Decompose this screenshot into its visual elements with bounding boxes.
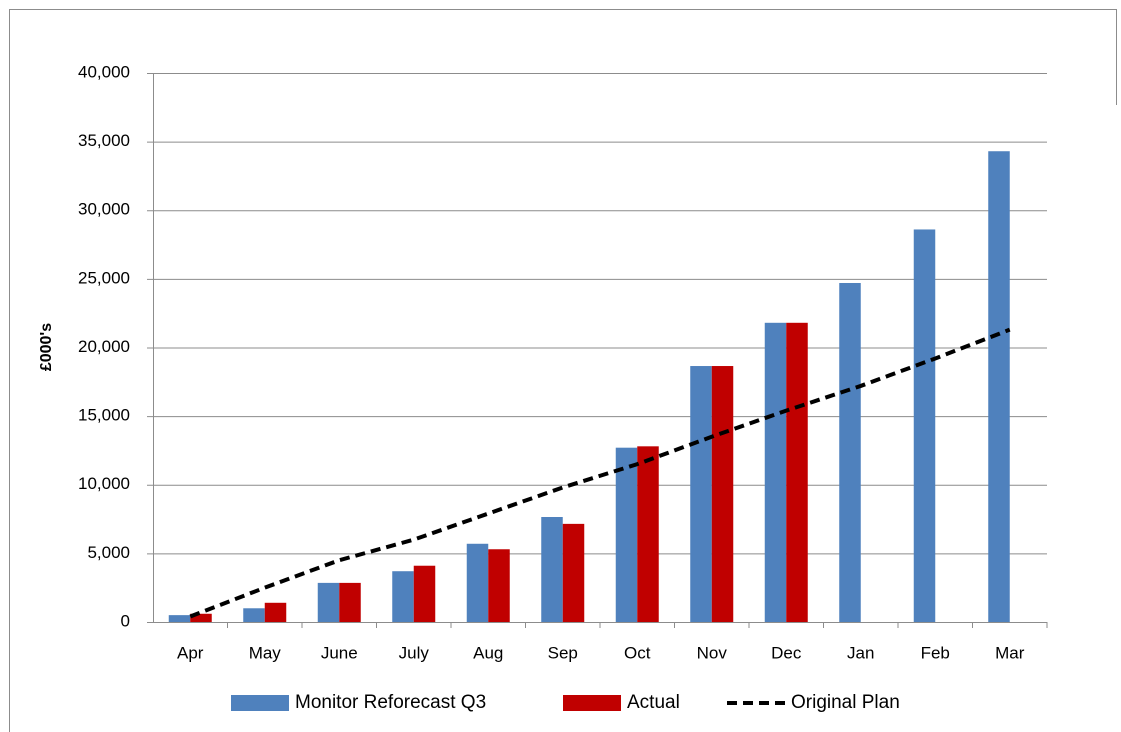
y-tick-label: 0	[121, 611, 130, 630]
y-tick-label: 25,000	[78, 268, 130, 287]
bar	[637, 446, 659, 622]
bar	[243, 608, 265, 622]
bar	[413, 565, 436, 622]
bar	[562, 523, 585, 622]
bar	[913, 229, 936, 622]
x-tick-label: Mar	[995, 643, 1025, 662]
bar	[190, 613, 212, 622]
bar	[764, 322, 787, 622]
bar	[488, 549, 510, 622]
y-tick-label: 5,000	[87, 543, 130, 562]
bar	[541, 517, 563, 622]
line	[189, 327, 1011, 619]
legend-label: Original Plan	[791, 692, 900, 713]
bar	[690, 366, 712, 622]
y-tick-label: 10,000	[78, 474, 130, 493]
bar	[615, 447, 638, 622]
x-tick-label: Apr	[177, 643, 204, 662]
x-tick-label: July	[399, 643, 430, 662]
x-tick-label: Feb	[921, 643, 950, 662]
x-tick-label: Dec	[771, 643, 802, 662]
bar	[839, 282, 861, 622]
bar	[317, 582, 340, 622]
bar	[264, 602, 287, 622]
y-tick-label: 40,000	[78, 62, 130, 81]
bar	[711, 366, 734, 622]
y-tick-label: 35,000	[78, 131, 130, 150]
x-tick-label: Sep	[548, 643, 578, 662]
bar	[339, 582, 361, 622]
y-tick-label: 30,000	[78, 200, 130, 219]
legend-label: Actual	[627, 692, 680, 713]
y-axis-label: £000's	[38, 323, 55, 371]
x-tick-label: Nov	[697, 643, 728, 662]
legend-swatch	[563, 695, 621, 711]
x-tick-label: Oct	[624, 643, 651, 662]
x-tick-label: May	[249, 643, 282, 662]
legend-label: Monitor Reforecast Q3	[295, 692, 486, 713]
y-tick-label: 20,000	[78, 337, 130, 356]
y-tick-label: 15,000	[78, 406, 130, 425]
x-tick-label: June	[321, 643, 358, 662]
bar	[168, 615, 191, 622]
x-tick-label: Aug	[473, 643, 503, 662]
bar	[392, 571, 414, 622]
bar	[466, 543, 489, 622]
bar	[988, 151, 1010, 623]
frame	[9, 9, 1117, 732]
bar	[786, 322, 808, 622]
legend-swatch	[231, 695, 289, 711]
x-tick-label: Jan	[847, 643, 874, 662]
